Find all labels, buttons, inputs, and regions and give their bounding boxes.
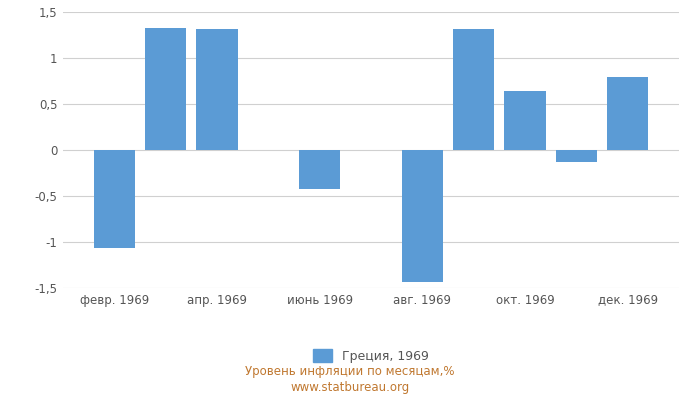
Bar: [197, 30, 237, 150]
Text: www.statbureau.org: www.statbureau.org: [290, 382, 410, 394]
Bar: [505, 91, 545, 150]
Bar: [145, 28, 186, 150]
Bar: [453, 30, 494, 150]
Bar: [607, 77, 648, 150]
Bar: [299, 150, 340, 189]
Bar: [402, 150, 443, 282]
Legend: Греция, 1969: Греция, 1969: [308, 344, 434, 368]
Text: Уровень инфляции по месяцам,%: Уровень инфляции по месяцам,%: [245, 366, 455, 378]
Bar: [94, 150, 135, 248]
Bar: [556, 150, 597, 162]
